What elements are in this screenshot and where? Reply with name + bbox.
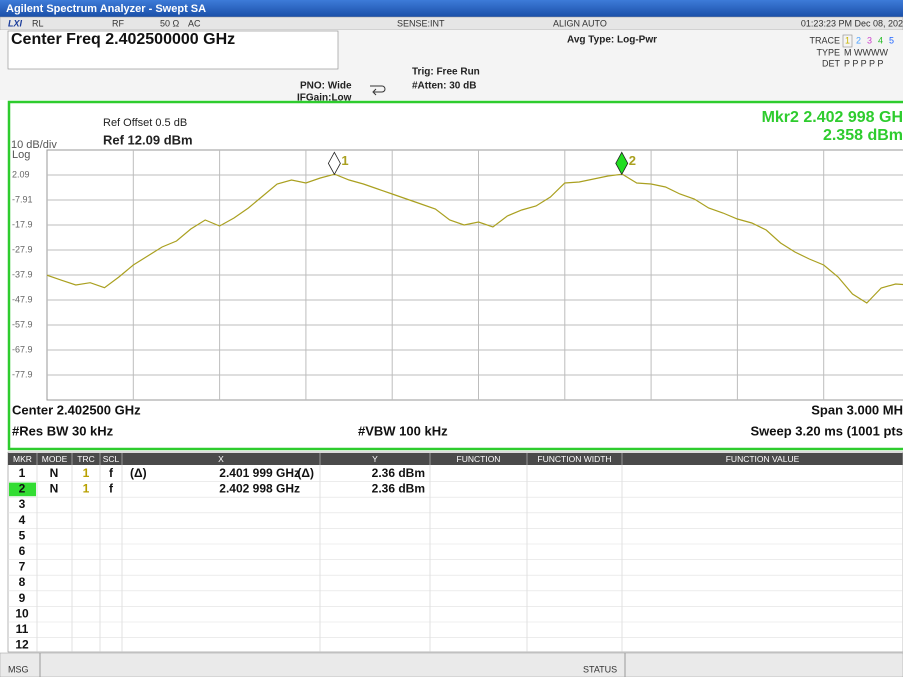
det-label: DET [822,58,841,68]
cell-x: 2.401 999 GHz [219,466,300,480]
cell-mode: N [50,482,59,496]
cell-scl: f [109,482,114,496]
cell-trc: 1 [83,482,90,496]
scale-type: Log [12,149,30,161]
column-header: Y [372,454,378,464]
ref-level: Ref 12.09 dBm [103,132,193,147]
trace-number: 3 [867,35,872,45]
status-row [0,16,903,31]
rf-label: RF [112,18,124,28]
y-tick-label: -77.9 [12,369,33,379]
y-tick-label: -27.9 [12,244,33,254]
status: STATUS [583,664,617,674]
bottom-bar [0,652,903,677]
center: Center 2.402500 GHz [12,402,141,417]
impedance: 50 Ω [160,18,180,28]
marker-label: 2 [629,153,636,168]
res-bw: #Res BW 30 kHz [12,423,114,438]
ifgain: IFGain:Low [297,93,352,104]
trace [47,173,903,304]
y-tick-label: -17.9 [12,219,33,229]
cell-mkr: 2 [19,482,26,496]
cell-x-delta: (Δ) [130,466,147,480]
marker-readout-value: 2.358 dBm [823,127,903,144]
cell-mkr: 4 [19,513,26,527]
trace-active-box [842,34,853,48]
column-header: FUNCTION [457,454,501,464]
column-header: TRC [77,454,94,464]
cell-trc: 1 [83,466,90,480]
cell-mkr: 8 [19,575,26,589]
lxi-logo: LXI [8,18,23,28]
trace-label: TRACE [809,35,840,45]
selected-marker-cell [9,482,36,497]
trace-number: 1 [845,35,850,45]
scale: 10 dB/div [11,139,57,151]
trace-number: 5 [889,35,894,45]
cell-scl: f [109,466,114,480]
title-bar [0,0,903,17]
msg: MSG [8,664,29,674]
align: ALIGN AUTO [553,18,607,28]
display-panel [7,100,903,451]
cell-mkr: 11 [16,622,29,636]
marker-diamond [327,151,341,176]
marker-table [7,451,903,653]
marker-diamond [615,151,629,176]
trace-area [47,173,903,304]
y-tick-label: -37.9 [12,269,33,279]
marker-label: 1 [341,153,348,168]
trace-number: 4 [878,35,883,45]
cell-mkr: 10 [15,606,29,620]
window-title: Agilent Spectrum Analyzer - Swept SA [6,3,206,15]
center-freq: Center Freq 2.402500000 GHz [11,31,235,48]
cell-y: 2.36 dBm [372,466,425,480]
y-tick-label: -7.91 [12,194,33,204]
y-tick-label: -67.9 [12,344,33,354]
cell-mode: N [50,466,59,480]
cell-mkr: 9 [19,591,26,605]
cell-mkr: 12 [15,638,29,652]
column-header: FUNCTION VALUE [726,454,800,464]
ref-offset: Ref Offset 0.5 dB [103,117,187,129]
avg-type: Avg Type: Log-Pwr [567,35,657,46]
trig: Trig: Free Run [412,67,480,78]
cell-x: 2.402 998 GHz [219,482,300,496]
column-header: X [218,454,224,464]
column-header: SCL [103,454,120,464]
cell-y-delta: (Δ) [297,466,314,480]
clock: 01:23:23 PM Dec 08, 202 [801,18,903,28]
cell-mkr: 5 [19,528,26,542]
column-header: MODE [42,454,68,464]
trigger-icon [370,85,386,96]
cell-mkr: 1 [19,466,26,480]
cell-y: 2.36 dBm [372,482,425,496]
column-header: MKR [13,454,32,464]
y-tick-label: 2.09 [12,169,30,179]
pno: PNO: Wide [300,81,352,92]
coupling: AC [188,18,201,28]
column-header: FUNCTION WIDTH [537,454,611,464]
atten: #Atten: 30 dB [412,81,476,92]
rl-label: RL [32,18,44,28]
vbw: #VBW 100 kHz [358,423,448,438]
dets: P P P P P [844,58,883,68]
types: M WWWW [844,47,888,57]
center-freq-box [7,30,339,70]
sweep: Sweep 3.20 ms (1001 pts [751,423,903,438]
cell-mkr: 6 [19,544,26,558]
type-label: TYPE [816,47,840,57]
marker-readout: Mkr2 2.402 998 GH [762,109,903,126]
y-tick-label: -57.9 [12,319,33,329]
trace-number: 2 [856,35,861,45]
span: Span 3.000 MH [811,402,903,417]
y-tick-label: -47.9 [12,294,33,304]
table-header [8,453,903,465]
cell-mkr: 7 [19,560,26,574]
sense: SENSE:INT [397,18,445,28]
cell-mkr: 3 [19,497,26,511]
